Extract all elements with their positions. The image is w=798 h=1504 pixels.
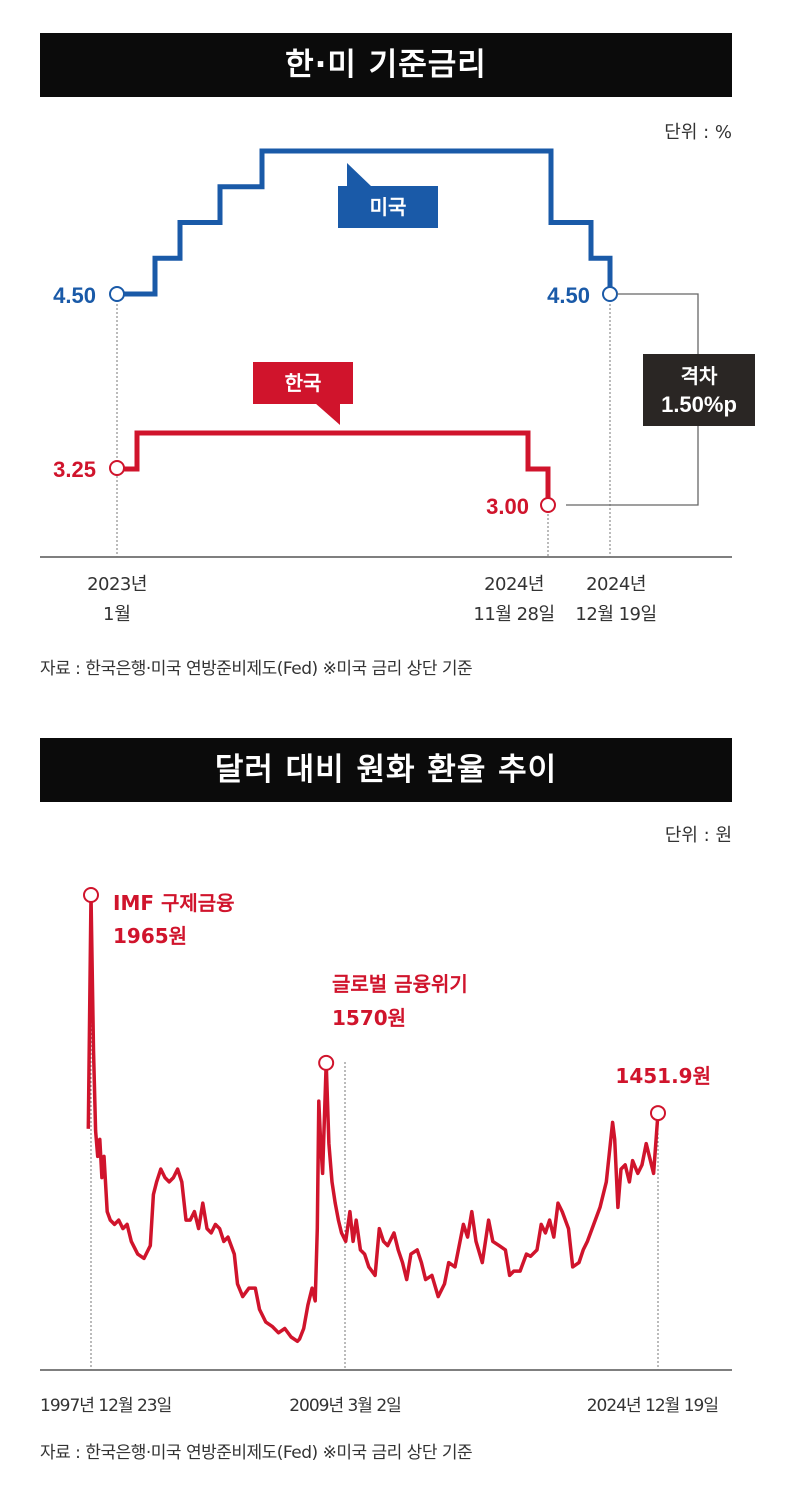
kr-series-label-text: 한국 [285, 371, 322, 395]
exchange-rate-marker-2 [650, 1105, 666, 1122]
kr-end-label: 3.00 [486, 494, 529, 519]
exchange-rate-marker-1 [318, 1054, 335, 1071]
us-series-label: 미국 [338, 163, 438, 228]
x-tick-2024-11-line1: 2024년 [484, 574, 544, 595]
chart2-title: 달러 대비 원화 환율 추이 [40, 738, 732, 802]
chart2-unit: 단위 : 원 [664, 825, 732, 846]
x-tick-2024-12-line1: 2024년 [586, 574, 646, 595]
annotation-imf-line1: IMF 구제금융 [113, 891, 235, 915]
x-tick-2024: 2024년 12월 19일 [587, 1396, 718, 1416]
interest-rate-chart: 4.50 4.50 3.25 3.00 미국 한국 격차 1.50%p 2023… [40, 148, 755, 625]
us-start-marker [109, 286, 125, 302]
annotation-imf-line2: 1965원 [113, 924, 187, 948]
kr-start-label: 3.25 [53, 457, 96, 482]
exchange-rate-line [86, 893, 660, 1344]
kr-start-marker [109, 460, 125, 476]
x-tick-2009: 2009년 3월 2일 [289, 1396, 401, 1416]
us-series-label-text: 미국 [370, 195, 407, 219]
gap-badge-line1: 격차 [681, 364, 718, 388]
x-tick-2024-12-line2: 12월 19일 [575, 604, 656, 625]
chart1-title: 한·미 기준금리 [40, 33, 732, 97]
x-tick-2023-line1: 2023년 [87, 574, 147, 595]
gap-badge: 격차 1.50%p [643, 354, 755, 426]
annotation-latest: 1451.9원 [615, 1064, 711, 1088]
us-end-label: 4.50 [547, 283, 590, 308]
kr-series-label: 한국 [253, 362, 353, 425]
gap-badge-line2: 1.50%p [661, 392, 737, 417]
chart2-source: 자료 : 한국은행·미국 연방준비제도(Fed) ※미국 금리 상단 기준 [40, 1443, 473, 1463]
x-tick-1997: 1997년 12월 23일 [40, 1396, 171, 1416]
us-end-marker [602, 286, 618, 302]
us-rate-line [117, 148, 613, 297]
chart1-unit: 단위 : % [664, 122, 732, 143]
kr-rate-line [117, 430, 551, 505]
annotation-gfc-line1: 글로벌 금융위기 [332, 972, 468, 996]
chart1-source: 자료 : 한국은행·미국 연방준비제도(Fed) ※미국 금리 상단 기준 [40, 659, 473, 679]
x-tick-2023-line2: 1월 [103, 604, 131, 625]
x-tick-2024-11-line2: 11월 28일 [473, 604, 554, 625]
exchange-rate-marker-0 [83, 887, 99, 903]
us-start-label: 4.50 [53, 283, 96, 308]
kr-end-marker [540, 497, 556, 513]
annotation-gfc-line2: 1570원 [332, 1006, 406, 1030]
